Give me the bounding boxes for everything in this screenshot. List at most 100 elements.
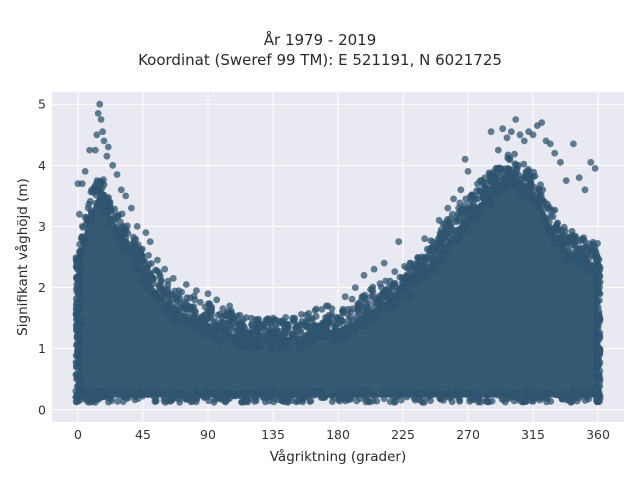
data-point (76, 248, 83, 256)
data-point (448, 210, 456, 218)
data-point (511, 150, 518, 158)
data-point (525, 165, 532, 173)
data-point (158, 293, 166, 301)
data-point (593, 316, 601, 323)
data-point (191, 390, 198, 397)
outlier-point (581, 186, 589, 194)
data-point (490, 171, 498, 179)
data-point (285, 395, 293, 403)
data-point (76, 281, 84, 289)
data-point (430, 387, 438, 395)
data-point (584, 261, 591, 269)
data-point (148, 260, 155, 267)
data-point (76, 265, 83, 272)
data-point (89, 188, 97, 196)
data-point (475, 398, 482, 406)
outlier-point (213, 296, 221, 304)
data-point (276, 392, 284, 400)
data-point (155, 281, 163, 289)
data-point (448, 398, 456, 406)
y-tick-label: 1 (38, 341, 46, 356)
data-point (230, 336, 238, 344)
data-point (422, 388, 429, 395)
data-point (85, 394, 92, 402)
data-point (485, 391, 492, 399)
data-point (73, 348, 81, 356)
data-point (302, 319, 309, 326)
data-point (533, 197, 541, 204)
data-point (348, 317, 356, 325)
data-point (183, 390, 190, 397)
data-point (244, 343, 252, 350)
data-point (136, 262, 144, 270)
data-point (596, 297, 603, 304)
data-point (391, 295, 399, 302)
data-point (574, 261, 582, 269)
data-point (441, 220, 449, 228)
data-point (415, 254, 422, 262)
data-point (223, 391, 231, 399)
data-point (431, 267, 438, 275)
outlier-point (142, 229, 150, 237)
data-point (425, 255, 433, 263)
data-point (594, 254, 602, 262)
outlier-point (457, 186, 465, 194)
data-point (328, 305, 336, 313)
data-point (417, 262, 425, 270)
data-point (206, 301, 213, 309)
data-point (259, 332, 267, 340)
data-point (521, 398, 529, 405)
outlier-point (461, 155, 469, 163)
data-point (388, 285, 395, 293)
x-tick-label: 315 (521, 427, 545, 442)
data-point (342, 390, 350, 398)
data-point (329, 319, 337, 327)
data-point (259, 392, 267, 400)
data-point (226, 319, 234, 327)
outlier-point (435, 216, 443, 224)
data-point (169, 291, 177, 299)
data-point (353, 316, 361, 324)
data-point (594, 398, 602, 406)
outlier-point (93, 131, 101, 139)
data-point (78, 233, 86, 241)
data-point (504, 151, 512, 159)
y-tick-label: 4 (38, 158, 46, 173)
data-point (244, 338, 252, 345)
data-point (308, 314, 316, 322)
data-point (310, 321, 318, 329)
data-point (594, 324, 602, 331)
data-point (386, 398, 394, 405)
outlier-point (169, 275, 177, 282)
data-point (366, 318, 374, 326)
data-point (210, 319, 218, 326)
data-point (73, 374, 81, 381)
data-point (549, 213, 557, 221)
data-point (501, 398, 509, 406)
data-point (86, 197, 94, 205)
outlier-point (395, 238, 403, 246)
outlier-point (503, 134, 511, 142)
data-point (130, 233, 137, 241)
data-point (87, 207, 95, 215)
data-point (235, 327, 243, 334)
outlier-point (117, 186, 125, 194)
data-point (573, 397, 581, 405)
outlier-point (154, 256, 161, 264)
data-point (251, 330, 259, 338)
outlier-point (499, 125, 507, 133)
outlier-point (444, 204, 452, 212)
data-point (204, 315, 211, 323)
outlier-point (113, 171, 121, 178)
data-point (119, 398, 127, 405)
data-point (427, 237, 435, 245)
data-point (152, 266, 160, 274)
data-point (181, 313, 188, 320)
outlier-point (406, 259, 414, 267)
outlier-point (562, 177, 570, 185)
data-point (401, 262, 408, 270)
data-point (513, 165, 521, 173)
data-point (106, 198, 114, 206)
data-point (238, 320, 246, 328)
